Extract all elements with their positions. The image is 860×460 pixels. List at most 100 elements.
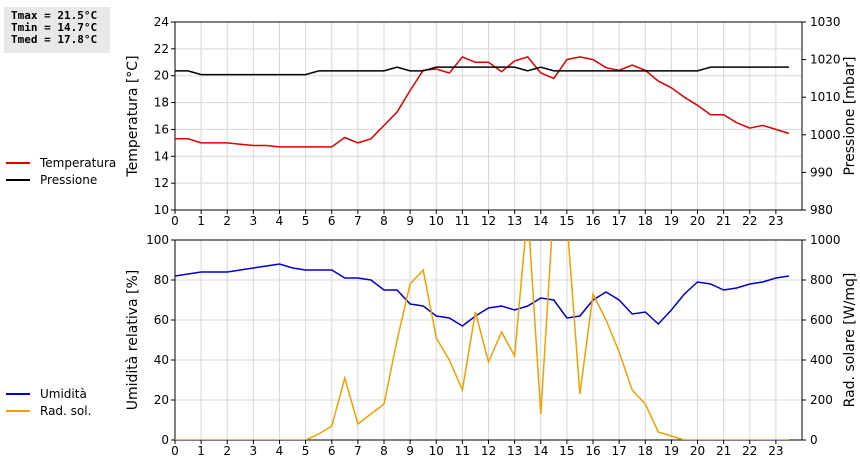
x-tick-label: 7 <box>354 214 362 228</box>
x-tick-label: 23 <box>768 444 783 458</box>
plot-frame <box>174 239 803 441</box>
x-tick-label: 12 <box>481 214 496 228</box>
legend-swatch-umidita <box>6 392 30 395</box>
x-tick-label: 12 <box>481 444 496 458</box>
x-tick-label: 2 <box>223 214 231 228</box>
x-tick-label: 6 <box>328 214 336 228</box>
x-tick-label: 21 <box>716 214 731 228</box>
x-tick-label: 20 <box>690 214 705 228</box>
stat-tmax: Tmax = 21.5°C <box>11 9 98 22</box>
y-tick-label: 80 <box>154 273 169 287</box>
stat-tmin: Tmin = 14.7°C <box>11 21 98 34</box>
series-line-temperatura <box>175 55 790 148</box>
y2-tick-label: 990 <box>810 165 833 179</box>
y2-tick-label: 600 <box>810 313 833 327</box>
y-tick-label: 22 <box>154 42 169 56</box>
legend-item-radsol: Rad. sol. <box>6 402 91 419</box>
y-tick-label: 0 <box>161 433 169 447</box>
legend-label-temperatura: Temperatura <box>40 155 117 170</box>
x-tick-label: 23 <box>768 214 783 228</box>
series-line-rad-sol <box>175 240 789 440</box>
y-tick-label: 18 <box>154 96 169 110</box>
x-tick-label: 3 <box>250 444 258 458</box>
y-tick-label: 24 <box>154 15 169 29</box>
x-tick-label: 10 <box>429 214 444 228</box>
y-tick-label: 16 <box>154 122 169 136</box>
x-tick-label: 13 <box>507 444 522 458</box>
x-tick-label: 5 <box>302 214 310 228</box>
y2-tick-label: 1010 <box>810 90 841 104</box>
y-tick-label: 100 <box>146 233 169 247</box>
y-tick-label: 10 <box>154 203 169 217</box>
x-tick-label: 6 <box>328 444 336 458</box>
legend-item-umidita: Umidità <box>6 385 91 402</box>
y2-tick-label: 0 <box>810 433 818 447</box>
plot-frame <box>174 21 803 211</box>
x-tick-label: 13 <box>507 214 522 228</box>
y2-tick-label: 1020 <box>810 53 841 67</box>
x-tick-label: 20 <box>690 444 705 458</box>
stat-tmed: Tmed = 17.8°C <box>11 33 98 46</box>
y2-tick-label: 1000 <box>810 128 841 142</box>
x-tick-label: 4 <box>276 214 284 228</box>
x-tick-label: 16 <box>585 444 600 458</box>
x-tick-label: 14 <box>533 214 548 228</box>
legend-item-temperatura: Temperatura <box>6 154 116 171</box>
x-tick-label: 2 <box>223 444 231 458</box>
legend-swatch-temperatura <box>6 161 30 164</box>
y-tick-label: 12 <box>154 176 169 190</box>
x-tick-label: 4 <box>276 444 284 458</box>
series-line-pressione <box>175 66 789 76</box>
x-tick-label: 11 <box>455 214 470 228</box>
y-tick-label: 60 <box>154 313 169 327</box>
x-tick-label: 5 <box>302 444 310 458</box>
legend-item-pressione: Pressione <box>6 171 116 188</box>
x-tick-label: 18 <box>638 444 653 458</box>
legend-swatch-radsol <box>6 409 30 412</box>
x-tick-label: 22 <box>742 214 757 228</box>
x-tick-label: 22 <box>742 444 757 458</box>
x-tick-label: 19 <box>664 214 679 228</box>
legend-label-radsol: Rad. sol. <box>40 403 92 418</box>
stats-box: Tmax = 21.5°C Tmin = 14.7°C Tmed = 17.8°… <box>4 7 110 53</box>
x-tick-label: 0 <box>171 444 179 458</box>
y2-tick-label: 1030 <box>810 15 841 29</box>
x-tick-label: 1 <box>197 214 205 228</box>
legend-label-umidita: Umidità <box>40 386 87 401</box>
x-tick-label: 21 <box>716 444 731 458</box>
x-tick-label: 0 <box>171 214 179 228</box>
x-tick-label: 9 <box>406 444 414 458</box>
y2-tick-label: 1000 <box>810 233 841 247</box>
y-tick-label: 20 <box>154 393 169 407</box>
y-axis-label: Temperatura [°C] <box>125 55 141 177</box>
y-axis-label: Umidità relativa [%] <box>125 270 141 411</box>
legend-top: Temperatura Pressione <box>6 154 116 188</box>
x-tick-label: 14 <box>533 444 548 458</box>
y2-tick-label: 200 <box>810 393 833 407</box>
legend-label-pressione: Pressione <box>40 172 98 187</box>
y2-tick-label: 800 <box>810 273 833 287</box>
x-tick-label: 17 <box>611 214 626 228</box>
x-tick-label: 15 <box>559 214 574 228</box>
x-tick-label: 8 <box>380 444 388 458</box>
x-tick-label: 3 <box>250 214 258 228</box>
x-tick-label: 17 <box>611 444 626 458</box>
y-tick-label: 14 <box>154 149 169 163</box>
y-tick-label: 40 <box>154 353 169 367</box>
y2-axis-label: Pressione [mbar] <box>842 56 858 175</box>
y-tick-label: 20 <box>154 69 169 83</box>
legend-bottom: Umidità Rad. sol. <box>6 385 91 419</box>
x-tick-label: 19 <box>664 444 679 458</box>
x-tick-label: 8 <box>380 214 388 228</box>
x-tick-label: 11 <box>455 444 470 458</box>
x-tick-label: 15 <box>559 444 574 458</box>
x-tick-label: 1 <box>197 444 205 458</box>
x-tick-label: 18 <box>638 214 653 228</box>
legend-swatch-pressione <box>6 178 30 181</box>
x-tick-label: 9 <box>406 214 414 228</box>
y2-tick-label: 400 <box>810 353 833 367</box>
series-line-umidit <box>175 263 790 327</box>
x-tick-label: 7 <box>354 444 362 458</box>
y2-tick-label: 980 <box>810 203 833 217</box>
